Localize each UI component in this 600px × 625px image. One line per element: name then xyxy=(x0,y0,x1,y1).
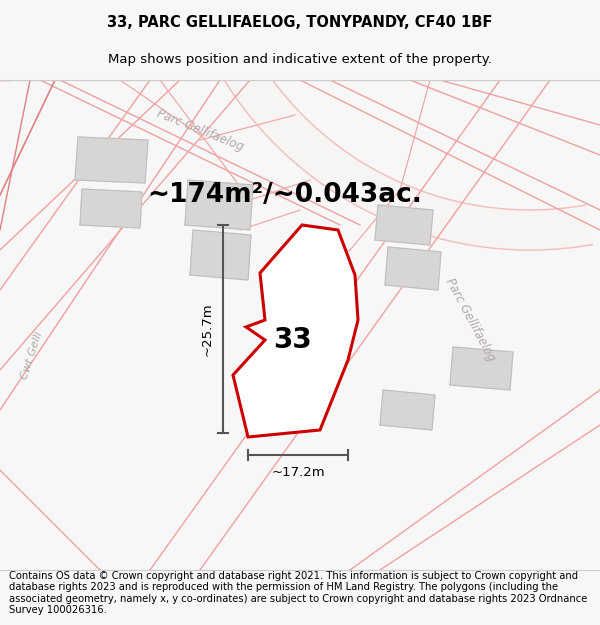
Text: Parc Gellifaelog: Parc Gellifaelog xyxy=(155,107,245,153)
Polygon shape xyxy=(80,189,142,228)
Text: 33: 33 xyxy=(274,326,313,354)
Text: 33, PARC GELLIFAELOG, TONYPANDY, CF40 1BF: 33, PARC GELLIFAELOG, TONYPANDY, CF40 1B… xyxy=(107,15,493,30)
Text: Cwt Gelli: Cwt Gelli xyxy=(20,330,44,380)
Text: ~25.7m: ~25.7m xyxy=(200,302,214,356)
Text: ~17.2m: ~17.2m xyxy=(271,466,325,479)
Polygon shape xyxy=(385,247,441,290)
Text: Map shows position and indicative extent of the property.: Map shows position and indicative extent… xyxy=(108,54,492,66)
Polygon shape xyxy=(450,347,513,390)
Text: Contains OS data © Crown copyright and database right 2021. This information is : Contains OS data © Crown copyright and d… xyxy=(9,571,587,616)
Text: Parc Gellifaelog: Parc Gellifaelog xyxy=(443,276,497,364)
Polygon shape xyxy=(380,390,435,430)
Polygon shape xyxy=(233,225,358,437)
Polygon shape xyxy=(190,230,251,280)
Polygon shape xyxy=(75,137,148,183)
Polygon shape xyxy=(192,0,593,250)
Polygon shape xyxy=(185,180,253,230)
Text: ~174m²/~0.043ac.: ~174m²/~0.043ac. xyxy=(148,182,422,208)
Polygon shape xyxy=(375,205,433,245)
